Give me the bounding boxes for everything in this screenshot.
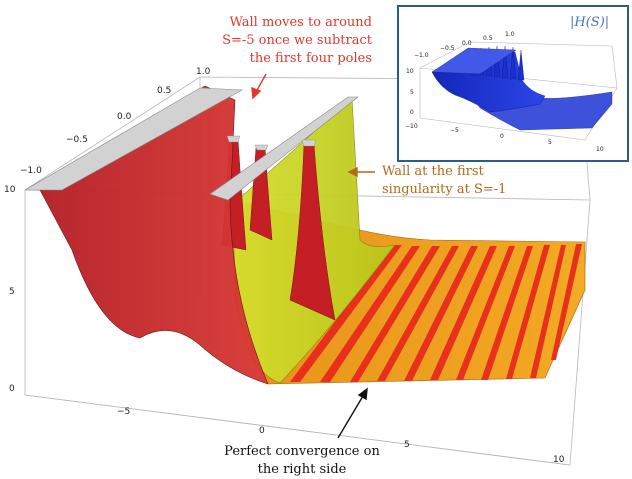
- inset-panel: |H(S)| 1.0 0.5 0.0 −0.5 −1.0: [397, 5, 629, 162]
- front-axis-line: [24, 394, 571, 466]
- inset-z-ticks: 10 5 0: [406, 68, 414, 116]
- inset-front-tick-m10: −10: [405, 123, 418, 130]
- inset-title: |H(S)|: [570, 15, 609, 30]
- front-tick-m5: −5: [117, 407, 130, 417]
- front-tick-10: 10: [553, 455, 565, 465]
- convergence-line-2: the right side: [258, 462, 347, 477]
- inset-back-tick-2: 0.5: [483, 35, 493, 42]
- inset-back-tick-3: 0.0: [462, 40, 472, 47]
- inset-front-ticks: −10 −5 0 5 10: [405, 123, 604, 153]
- inset-wall-cap: [431, 47, 517, 75]
- back-tick-5: −1.0: [20, 166, 42, 176]
- z-tick-10: 10: [4, 185, 16, 195]
- inset-front-tick-m5: −5: [450, 127, 459, 134]
- z-tick-0: 0: [9, 384, 15, 394]
- front-axis-ticks: −5 0 5 10: [117, 407, 565, 465]
- arrow-convergence: [337, 387, 368, 439]
- inset-back-ticks: 1.0 0.5 0.0 −0.5 −1.0: [414, 31, 515, 59]
- inset-back-tick-5: −1.0: [414, 52, 429, 59]
- annotation-convergence: Perfect convergence on the right side: [224, 444, 380, 477]
- inset-z-tick-0: 0: [410, 109, 414, 116]
- wall-moves-line-1: Wall moves to around: [230, 15, 372, 30]
- back-tick-1: 1.0: [196, 67, 211, 77]
- arrow-wall-moves: [251, 73, 267, 100]
- z-tick-5: 5: [9, 287, 15, 297]
- inset-front-tick-10: 10: [596, 146, 604, 153]
- arrow-wall-first: [347, 166, 375, 178]
- inset-front-tick-0: 0: [500, 133, 504, 140]
- annotation-wall-moves: Wall moves to around S=-5 once we subtra…: [222, 15, 373, 66]
- back-tick-4: −0.5: [66, 135, 88, 145]
- z-axis-ticks: 10 5 0: [4, 185, 16, 394]
- back-axis-ticks: 1.0 0.5 0.0 −0.5 −1.0: [20, 67, 211, 176]
- back-tick-3: 0.0: [117, 112, 132, 122]
- convergence-line-1: Perfect convergence on: [224, 444, 380, 459]
- spike-cap-3: [301, 139, 317, 147]
- inset-z-tick-5: 5: [410, 89, 414, 96]
- spike-caps: [226, 135, 241, 143]
- inset-back-tick-4: −0.5: [440, 45, 455, 52]
- annotation-wall-first: Wall at the first singularity at S=-1: [382, 164, 506, 197]
- red-wall-cap: [23, 87, 244, 191]
- green-wall-cap: [209, 96, 359, 201]
- front-tick-5: 5: [404, 440, 410, 450]
- inset-z-tick-10: 10: [406, 68, 414, 75]
- red-stripes: [290, 244, 582, 382]
- inset-front-tick-5: 5: [548, 139, 552, 146]
- back-tick-2: 0.5: [157, 86, 171, 96]
- wall-first-line-2: singularity at S=-1: [382, 182, 506, 197]
- inset-back-tick-1: 1.0: [505, 31, 515, 38]
- wall-moves-line-2: S=-5 once we subtract: [222, 33, 373, 48]
- front-tick-0: 0: [259, 426, 265, 436]
- wall-first-line-1: Wall at the first: [382, 164, 485, 179]
- wall-moves-line-3: the first four poles: [250, 51, 372, 66]
- spike-cap-2: [254, 144, 269, 151]
